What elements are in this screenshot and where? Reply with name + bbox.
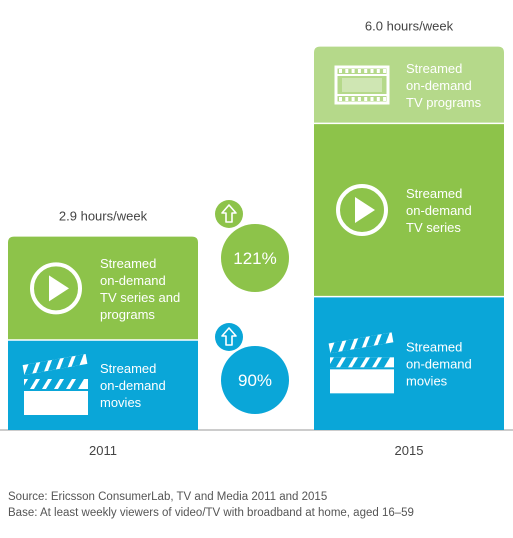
bar-total-label: 6.0 hours/week	[365, 19, 454, 34]
segment-label-line: Streamed	[100, 256, 156, 271]
segment-label-line: Streamed	[406, 61, 462, 76]
segment-label-line: on-demand	[406, 78, 472, 93]
category-label: 2011	[89, 443, 117, 458]
segment-label: Streamed on-demand movies	[100, 361, 166, 410]
growth-value: 121%	[233, 249, 276, 268]
segment-label-line: programs	[100, 307, 155, 322]
bar-segment-2015-0	[314, 296, 504, 430]
segment-label-line: Streamed	[406, 186, 462, 201]
film-strip-icon	[334, 65, 390, 105]
segment-label: Streamed on-demand TV series and programs	[100, 256, 180, 322]
up-arrow-icon	[215, 200, 243, 228]
clapperboard-icon	[22, 354, 88, 415]
base-line: Base: At least weekly viewers of video/T…	[8, 507, 414, 519]
clapperboard-icon	[328, 332, 394, 394]
segment-label-line: movies	[406, 373, 448, 388]
category-label: 2015	[395, 443, 424, 458]
growth-circle	[221, 224, 289, 292]
segment-label-line: movies	[100, 395, 142, 410]
play-icon	[30, 262, 82, 315]
bar-segment-2011-1	[8, 236, 198, 340]
segment-label: Streamed on-demand movies	[406, 339, 472, 388]
growth-badge: 90%	[215, 323, 289, 414]
bar-segment-2015-1	[314, 123, 504, 297]
segment-label-line: Streamed	[406, 339, 462, 354]
segment-label-line: on-demand	[406, 356, 472, 371]
segment-label-line: on-demand	[406, 203, 472, 218]
growth-value: 90%	[238, 371, 272, 390]
growth-circle	[221, 346, 289, 414]
stacked-bar-chart: Streamed on-demand movies Streamed on-demand…	[0, 19, 513, 458]
source-line: Source: Ericsson ConsumerLab, TV and Med…	[8, 491, 328, 503]
segment-label-line: on-demand	[100, 273, 166, 288]
segment-label: Streamed on-demand TV programs	[406, 61, 482, 110]
growth-badge: 121%	[215, 200, 289, 292]
segment-label-line: TV series and	[100, 290, 180, 305]
segment-label-line: TV series	[406, 220, 461, 235]
segment-label-line: Streamed	[100, 361, 156, 376]
segment-label-line: TV programs	[406, 95, 482, 110]
play-icon	[336, 184, 388, 236]
segment-label: Streamed on-demand TV series	[406, 186, 472, 235]
source-note: Source: Ericsson ConsumerLab, TV and Med…	[8, 489, 414, 521]
bar-total-label: 2.9 hours/week	[59, 209, 148, 224]
segment-label-line: on-demand	[100, 378, 166, 393]
up-arrow-icon	[215, 323, 243, 351]
